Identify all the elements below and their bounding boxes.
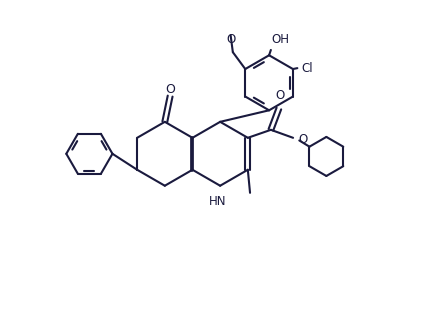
Text: O: O (227, 32, 236, 46)
Text: Cl: Cl (301, 62, 312, 75)
Text: O: O (275, 89, 284, 102)
Text: OH: OH (271, 32, 289, 46)
Text: HN: HN (209, 196, 227, 208)
Text: O: O (165, 83, 175, 96)
Text: O: O (299, 133, 307, 146)
